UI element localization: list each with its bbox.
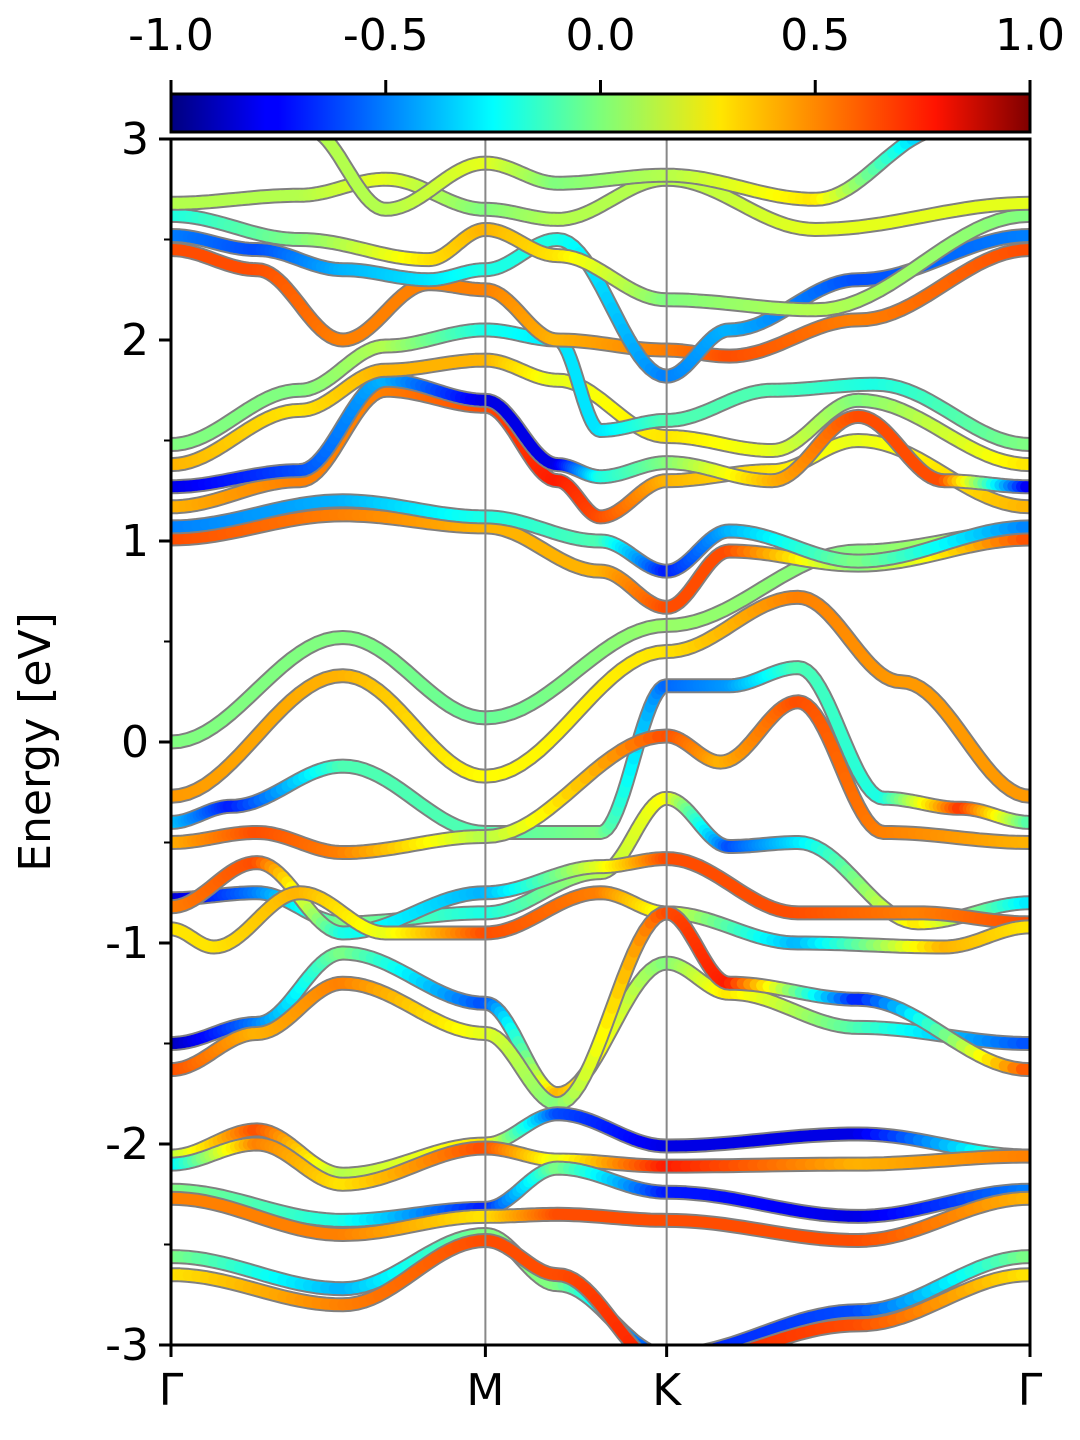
band-line	[171, 242, 1030, 364]
band-segment	[1013, 209, 1030, 222]
y-axis-ticks: -3 -2 -1 0 1 2 3	[105, 114, 171, 1371]
y-tick-label: 0	[121, 717, 149, 768]
band-segment	[705, 1359, 715, 1361]
band-segment	[676, 1354, 686, 1355]
colorbar-tick-label: 0.5	[780, 10, 850, 61]
band-line	[171, 207, 1030, 318]
band-line	[171, 1160, 1030, 1228]
band-segment	[734, 1351, 744, 1354]
band-segment	[744, 1342, 758, 1345]
y-tick-label: -3	[105, 1320, 149, 1371]
colorbar-gradient	[169, 92, 1032, 134]
y-tick-label: -1	[105, 918, 149, 969]
x-tick-label: Γ	[1018, 1365, 1043, 1416]
band-segment	[695, 1361, 705, 1363]
band-segment	[650, 1360, 655, 1363]
band-segment	[724, 1354, 734, 1357]
band-segment	[695, 1351, 705, 1353]
x-tick-label: M	[466, 1365, 504, 1416]
y-tick-label: 3	[121, 114, 149, 165]
band-segment	[686, 1363, 696, 1364]
band-line	[171, 1233, 1030, 1364]
high-symmetry-lines	[484, 139, 668, 1345]
band-segment	[645, 1357, 651, 1361]
colorbar-tick-label: -0.5	[343, 10, 429, 61]
band-segment	[715, 1357, 725, 1359]
band-line	[314, 139, 930, 217]
y-tick-label: 2	[121, 315, 149, 366]
band-line	[171, 372, 1030, 495]
y-tick-label: 1	[121, 516, 149, 567]
band-line	[171, 493, 1030, 579]
band-segment	[318, 139, 329, 143]
band-segment	[650, 1351, 655, 1353]
band-segment	[705, 1343, 719, 1345]
x-tick-label: Γ	[159, 1365, 184, 1416]
band-line	[171, 352, 1030, 473]
colorbar-tick-label: 0.0	[566, 10, 636, 61]
band-segment	[686, 1353, 696, 1354]
band-lines	[171, 139, 1030, 1364]
band-segment	[656, 1353, 662, 1354]
band-line	[171, 660, 1030, 840]
x-tick-label: K	[652, 1365, 682, 1416]
band-segment	[628, 1341, 641, 1345]
band-line	[171, 1190, 1030, 1248]
colorbar-tick-label: 1.0	[995, 10, 1065, 61]
band-line	[171, 905, 1030, 1112]
y-tick-label: -2	[105, 1119, 149, 1170]
colorbar-tick-label: -1.0	[128, 10, 214, 61]
band-line	[171, 1136, 1030, 1192]
band-segment	[640, 1342, 651, 1345]
y-axis-label: Energy [eV]	[10, 612, 61, 872]
colorbar-ticks: -1.0 -0.5 0.0 0.5 1.0	[128, 10, 1065, 94]
band-line	[171, 885, 1030, 955]
band-line	[171, 507, 1030, 615]
plot-area	[169, 137, 1032, 1364]
colorbar: -1.0 -0.5 0.0 0.5 1.0	[128, 10, 1065, 134]
band-segment	[639, 1352, 644, 1357]
